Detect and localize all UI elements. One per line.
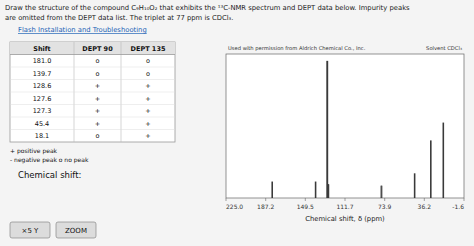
peak <box>315 182 317 198</box>
x-tick <box>424 198 425 201</box>
table-cell: 181.0 <box>33 57 52 65</box>
peak <box>271 182 273 198</box>
table-cell: o <box>146 57 150 65</box>
table-cell: o <box>96 70 100 78</box>
button-label: ×5 Y <box>22 227 40 235</box>
dept-table: ShiftDEPT 90DEPT 135181.0oo139.7oo128.6+… <box>10 42 175 142</box>
table-cell: o <box>96 132 100 140</box>
table-row-line <box>10 129 175 130</box>
title: Draw the structure of the compound C₉H₁₀… <box>5 4 410 12</box>
x-tick-label: 225.0 <box>226 203 243 210</box>
link: Flash Installation and Troubleshooting <box>18 26 147 34</box>
x-tick <box>265 198 266 201</box>
x-tick <box>226 198 227 201</box>
peak <box>328 184 329 198</box>
table-cell: o <box>146 70 150 78</box>
table-row-line <box>10 92 175 93</box>
peak <box>328 184 329 198</box>
table-row-line <box>10 67 175 68</box>
spectrum-header: Used with permission from Aldrich Chemic… <box>228 45 366 52</box>
x-tick-label: 36.2 <box>418 203 432 210</box>
table-cell: + <box>145 95 150 103</box>
table-header-bg <box>10 42 175 55</box>
table-row-line <box>10 54 175 55</box>
x-tick-label: 73.9 <box>378 203 392 210</box>
table-header: Shift <box>33 45 50 53</box>
peaks <box>271 61 444 198</box>
x-tick <box>384 198 385 201</box>
x-tick-label: -1.6 <box>452 203 464 210</box>
peak <box>380 186 382 198</box>
table-cell: 127.3 <box>33 107 52 115</box>
table-cell: 45.4 <box>35 120 49 128</box>
button <box>56 222 96 238</box>
symbol-legend: + positive peak <box>10 147 58 155</box>
peak <box>381 186 383 198</box>
table-cell: + <box>145 120 150 128</box>
x-tick-label: 111.7 <box>336 203 353 210</box>
table-cell: 139.7 <box>33 70 52 78</box>
table-cell: o <box>96 57 100 65</box>
subtitle: are omitted from the DEPT data list. The… <box>5 14 233 22</box>
table-cell: + <box>95 82 100 90</box>
table-cell: 128.6 <box>33 82 52 90</box>
x-tick-label: 149.5 <box>297 203 314 210</box>
button-label: ZOOM <box>65 227 87 235</box>
table-cell: + <box>95 95 100 103</box>
table-row-line <box>10 104 175 105</box>
x-axis-label: Chemical shift, δ (ppm) <box>305 215 385 223</box>
peak <box>381 186 383 198</box>
table-row-line <box>10 79 175 80</box>
table-frame <box>10 42 175 142</box>
plot-frame <box>226 54 464 198</box>
table-cell: 18.1 <box>35 132 49 140</box>
x-tick <box>305 198 306 201</box>
x-tick <box>345 198 346 201</box>
spectrum-header: Solvent CDCl₃ <box>426 45 462 51</box>
table-row-line <box>10 117 175 118</box>
shift-label: Chemical shift: <box>18 170 81 180</box>
symbol-legend: - negative peak o no peak <box>10 156 89 164</box>
table-cell: 127.6 <box>33 95 52 103</box>
table-cell: + <box>145 107 150 115</box>
x-tick-label: 187.2 <box>257 203 274 210</box>
peak <box>326 61 328 198</box>
peak <box>430 140 432 198</box>
peak <box>443 123 445 198</box>
x-tick <box>464 198 465 201</box>
table-cell: + <box>95 107 100 115</box>
table-header: DEPT 90 <box>82 45 113 53</box>
table-cell: + <box>145 82 150 90</box>
table-cell: + <box>95 120 100 128</box>
peak <box>414 173 416 198</box>
table-cell: + <box>145 132 150 140</box>
button <box>10 222 50 238</box>
table-header: DEPT 135 <box>131 45 166 53</box>
